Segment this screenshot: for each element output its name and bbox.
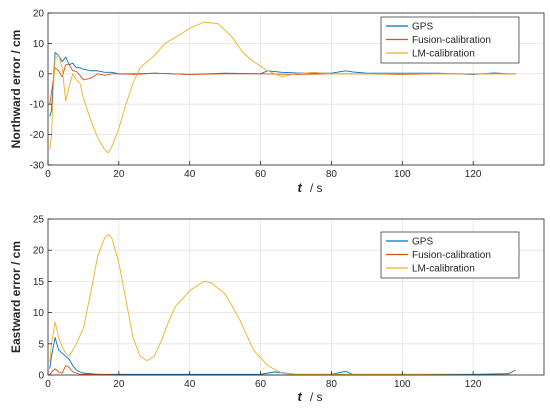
y-axis-label: Northward error / cm (9, 30, 23, 149)
legend-label: GPS (412, 237, 433, 248)
series-line-3 (49, 21, 516, 154)
x-tick-label: 60 (255, 169, 267, 180)
y-axis-label: Eastward error / cm (9, 241, 23, 353)
legend: GPS Fusion-calibration LM-calibration (380, 16, 520, 64)
legend-label: LM-calibration (412, 264, 475, 275)
y-tick-label: 0 (38, 371, 44, 382)
x-axis-label-unit: / s (310, 181, 323, 195)
x-axis-label: t / s (297, 180, 322, 195)
x-tick-label: 80 (326, 169, 338, 180)
x-tick-label: 100 (394, 379, 411, 390)
legend-label: Fusion-calibration (412, 250, 491, 261)
y-tick-label: -20 (30, 130, 45, 141)
y-tick-label: 15 (33, 277, 45, 288)
y-tick-label: 0 (38, 69, 44, 80)
x-tick-label: 0 (45, 379, 51, 390)
x-tick-label: 120 (465, 169, 482, 180)
series-line-3 (49, 234, 516, 376)
y-tick-label: 20 (33, 9, 45, 20)
x-tick-label: 80 (326, 379, 338, 390)
legend-label: LM-calibration (412, 49, 475, 60)
y-tick-label: 10 (33, 39, 45, 50)
legend: GPS Fusion-calibration LM-calibration (380, 231, 520, 279)
y-tick-label: 20 (33, 246, 45, 257)
legend-label: Fusion-calibration (412, 35, 491, 46)
x-axis-label-variable: t (297, 180, 302, 195)
chart-panel-2: 0 20 40 60 80 100 120 25 20 15 10 5 0 t / s Eastward er… (9, 215, 545, 404)
x-tick-label: 40 (184, 379, 196, 390)
x-tick-label: 60 (255, 379, 267, 390)
axes-frame (47, 12, 545, 166)
x-axis-label-variable: t (297, 389, 302, 404)
x-tick-label: 20 (113, 169, 125, 180)
y-tick-label: -30 (30, 161, 45, 172)
x-axis-label-unit: / s (310, 390, 323, 404)
y-tick-label: 10 (33, 308, 45, 319)
legend-label: GPS (412, 22, 433, 33)
x-tick-label: 100 (394, 169, 411, 180)
axes-frame (47, 218, 545, 376)
y-tick-label: 25 (33, 215, 45, 226)
x-tick-label: 0 (45, 169, 51, 180)
y-tick-label: 5 (38, 339, 44, 350)
y-tick-label: -10 (30, 100, 45, 111)
x-tick-label: 120 (465, 379, 482, 390)
x-tick-label: 20 (113, 379, 125, 390)
x-axis-label: t / s (297, 389, 322, 404)
x-tick-label: 40 (184, 169, 196, 180)
